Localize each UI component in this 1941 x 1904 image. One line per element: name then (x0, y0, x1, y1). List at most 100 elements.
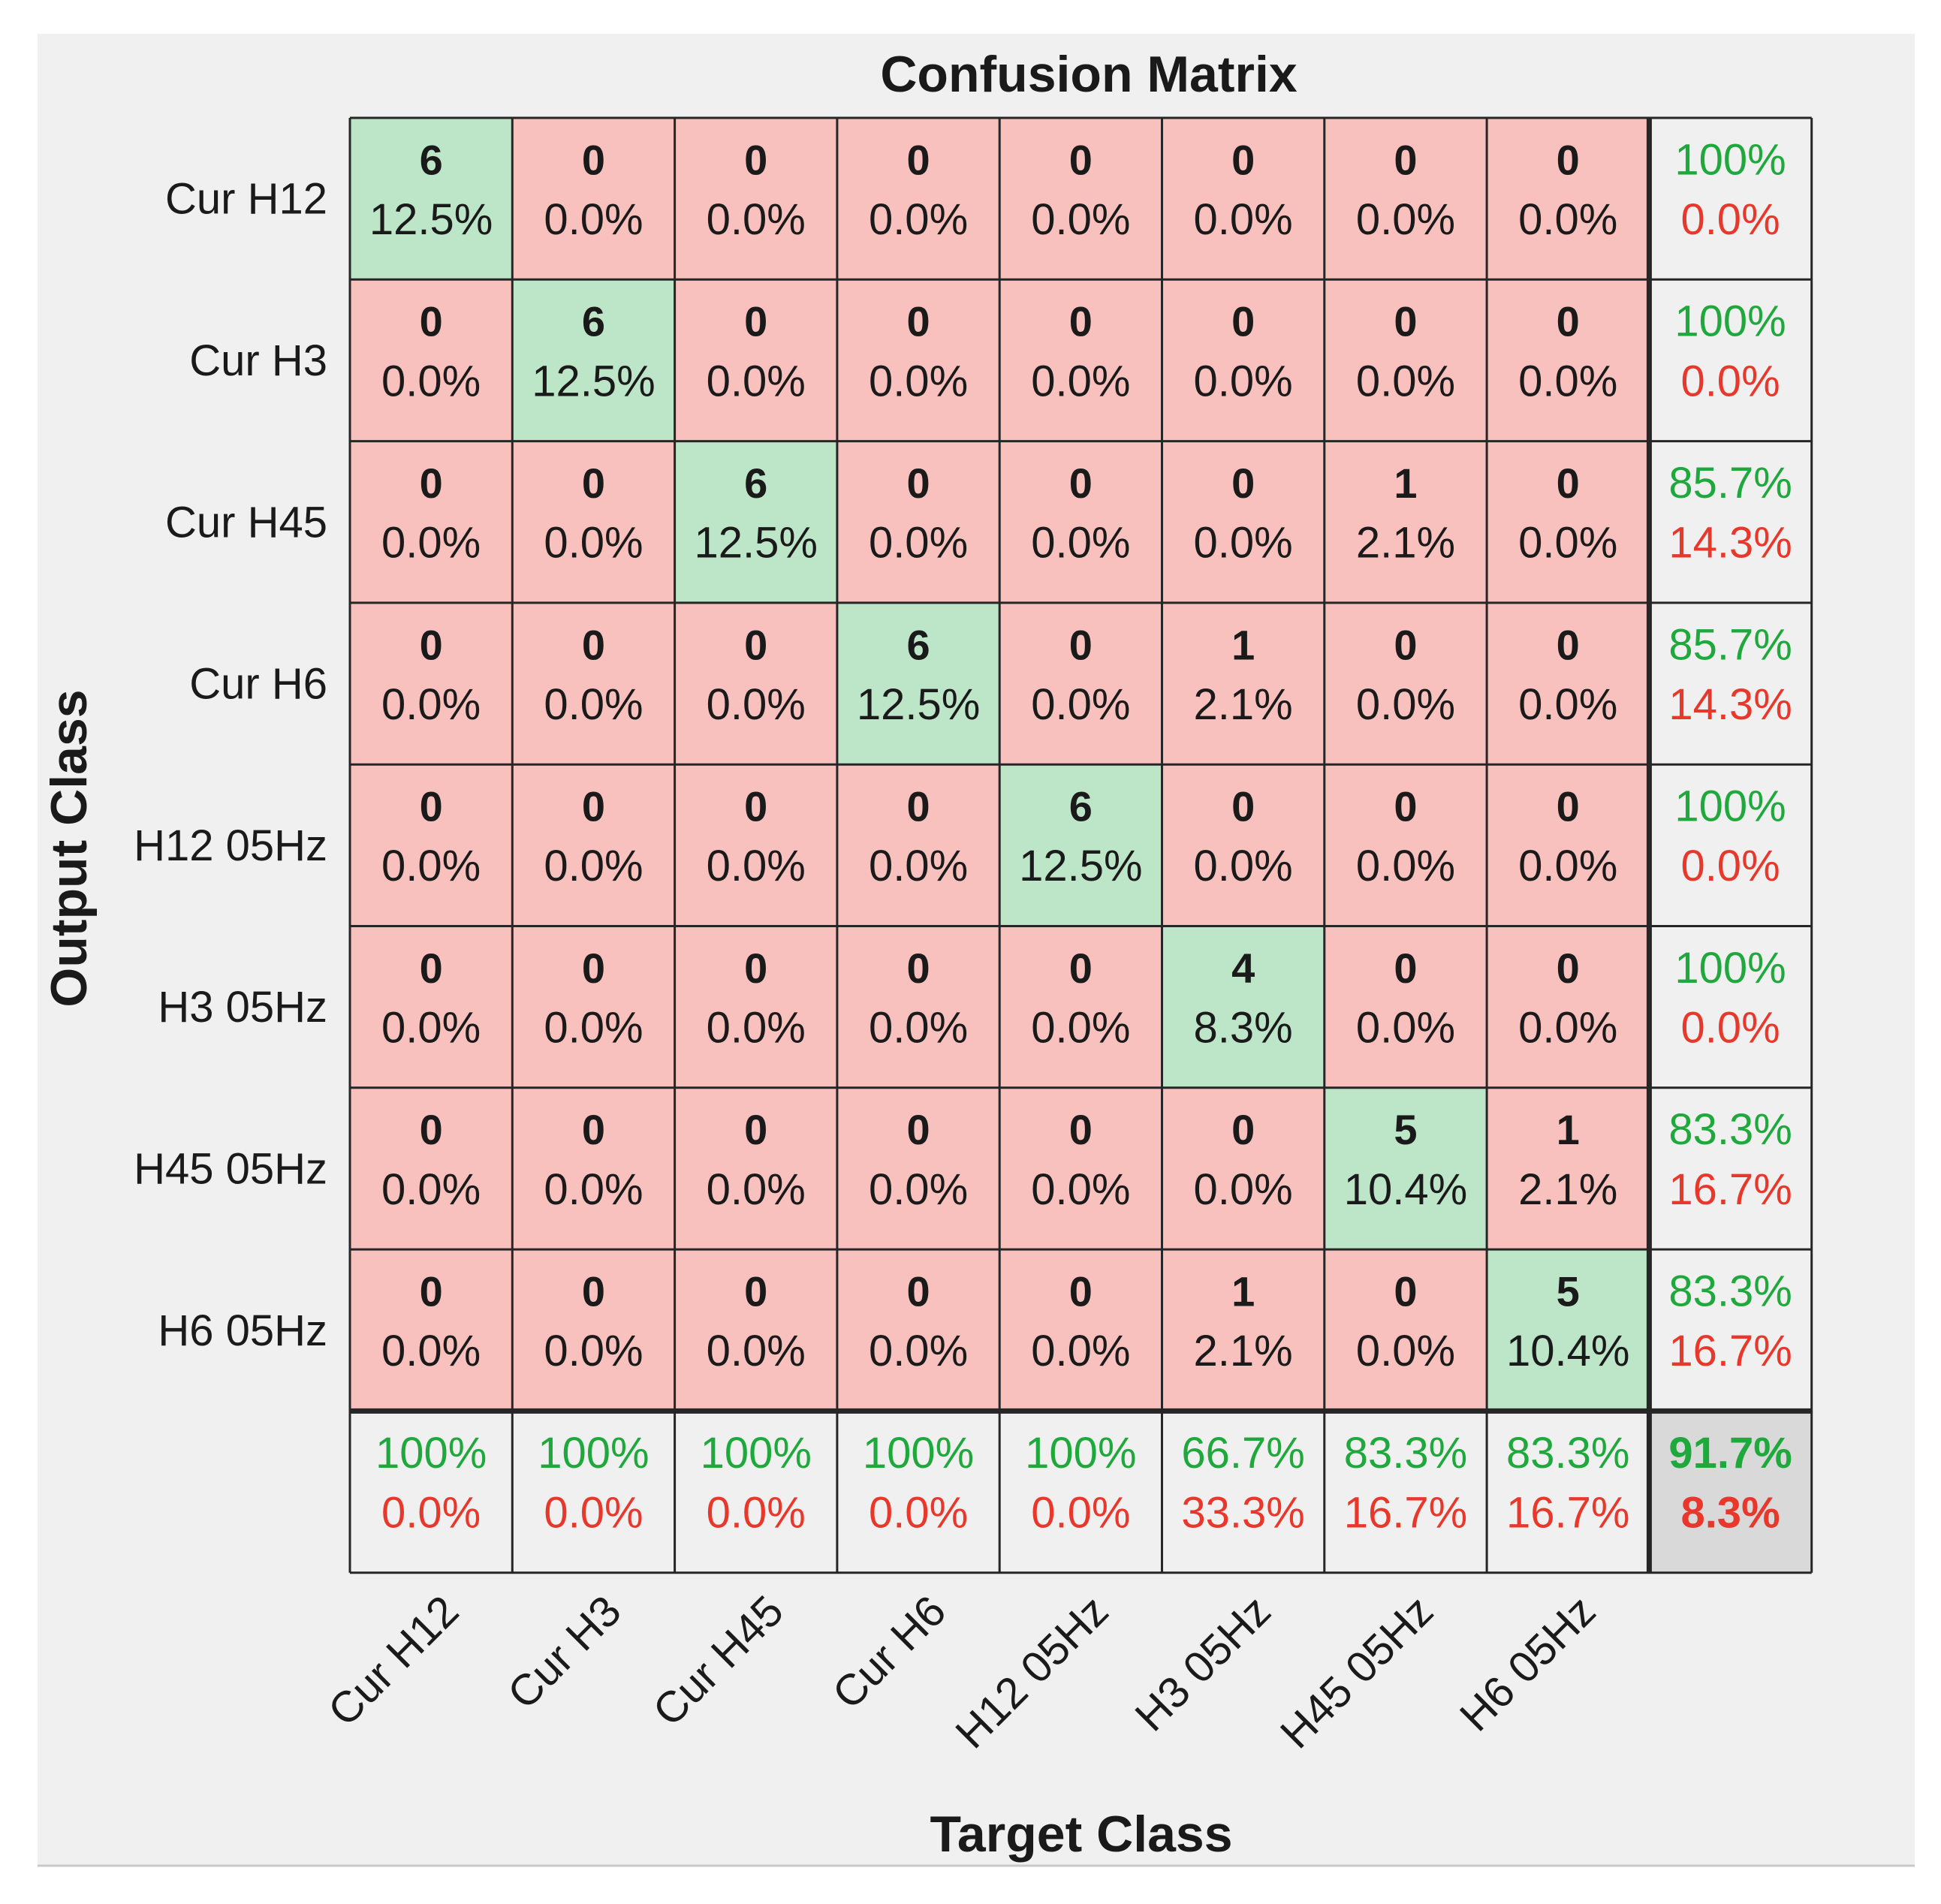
matrix-cell (350, 441, 513, 603)
cell-percent: 0.0% (544, 1165, 643, 1214)
cell-count: 0 (1231, 1106, 1255, 1153)
cell-count: 0 (1231, 136, 1255, 183)
cell-count: 0 (1394, 944, 1417, 992)
matrix-cell (999, 118, 1162, 280)
matrix-cell (512, 764, 675, 926)
col-summary-cell (836, 1411, 1000, 1573)
row-error: 0.0% (1680, 842, 1780, 890)
matrix-cell (674, 764, 837, 926)
cell-count: 0 (1069, 136, 1093, 183)
cell-count: 0 (744, 136, 767, 183)
cell-percent: 0.0% (869, 195, 968, 244)
row-error: 16.7% (1668, 1165, 1792, 1214)
matrix-cell (1487, 441, 1650, 603)
cell-count: 6 (582, 298, 605, 345)
matrix-cell (1162, 1249, 1325, 1411)
matrix-cell (674, 602, 837, 765)
cell-percent: 0.0% (381, 680, 481, 729)
cell-percent: 0.0% (381, 842, 481, 890)
row-precision: 85.7% (1668, 459, 1792, 508)
col-error: 33.3% (1181, 1488, 1304, 1537)
cell-percent: 0.0% (1518, 195, 1617, 244)
cell-percent: 0.0% (1518, 519, 1617, 568)
row-summary-cell (1649, 441, 1812, 603)
col-recall: 100% (863, 1429, 974, 1478)
matrix-cell (1487, 926, 1650, 1088)
matrix-cell (350, 1249, 513, 1411)
cell-count: 0 (744, 298, 767, 345)
cell-percent: 0.0% (1194, 842, 1293, 890)
matrix-cell (836, 279, 1000, 441)
matrix-cell (1162, 118, 1325, 280)
cell-count: 0 (744, 1267, 767, 1315)
col-error: 0.0% (707, 1488, 806, 1537)
cell-count: 0 (906, 298, 930, 345)
cell-percent: 0.0% (707, 1165, 806, 1214)
cell-percent: 12.5% (695, 519, 818, 568)
y-tick-label: H12 05Hz (134, 821, 327, 870)
cell-count: 0 (1231, 459, 1255, 507)
y-tick-label: Cur H45 (165, 498, 327, 547)
matrix-cell (999, 1087, 1162, 1250)
col-recall: 100% (701, 1429, 812, 1478)
cell-count: 0 (1069, 621, 1093, 668)
overall-accuracy: 91.7% (1668, 1429, 1792, 1478)
matrix-cell (1162, 764, 1325, 926)
cell-count: 0 (906, 459, 930, 507)
cell-count: 0 (1557, 136, 1580, 183)
col-summary-cell (674, 1411, 837, 1573)
y-tick-labels: Cur H12 Cur H3 Cur H45 Cur H6 H12 05Hz H3 05H… (134, 175, 327, 1355)
matrix-cell (836, 441, 1000, 603)
cell-percent: 0.0% (707, 842, 806, 890)
matrix-cell (1487, 764, 1650, 926)
cell-count: 6 (744, 459, 767, 507)
cell-count: 0 (1394, 136, 1417, 183)
matrix-cell (836, 926, 1000, 1088)
matrix-cell (350, 118, 513, 280)
cell-percent: 0.0% (1031, 1004, 1130, 1053)
matrix-cell (1162, 926, 1325, 1088)
cell-count: 0 (744, 944, 767, 992)
cell-percent: 0.0% (1356, 1327, 1455, 1375)
cell-percent: 0.0% (869, 1327, 968, 1375)
row-summary-cell (1649, 1087, 1812, 1250)
cell-percent: 0.0% (544, 680, 643, 729)
cell-percent: 0.0% (1518, 357, 1617, 405)
cell-count: 0 (906, 783, 930, 830)
row-error: 0.0% (1680, 1004, 1780, 1053)
cell-count: 0 (582, 1106, 605, 1153)
y-tick-label: H45 05Hz (134, 1144, 327, 1193)
cell-count: 0 (1231, 783, 1255, 830)
overall-cell (1649, 1411, 1812, 1573)
col-error: 0.0% (869, 1488, 968, 1537)
cell-percent: 0.0% (1518, 1004, 1617, 1053)
row-error: 14.3% (1668, 519, 1792, 568)
matrix-cell (674, 118, 837, 280)
cell-percent: 10.4% (1506, 1327, 1629, 1375)
col-recall: 100% (375, 1429, 487, 1478)
cell-count: 0 (1069, 298, 1093, 345)
matrix-cell (350, 1087, 513, 1250)
matrix-cell (1487, 118, 1650, 280)
cell-count: 0 (582, 459, 605, 507)
matrix-cell (999, 279, 1162, 441)
cell-percent: 0.0% (1194, 519, 1293, 568)
row-precision: 100% (1674, 135, 1786, 184)
cell-count: 0 (582, 621, 605, 668)
row-precision: 83.3% (1668, 1105, 1792, 1154)
matrix-cell (1324, 926, 1487, 1088)
matrix-cell (1324, 1249, 1487, 1411)
row-summary-cell (1649, 602, 1812, 765)
col-error: 0.0% (1031, 1488, 1130, 1537)
cell-count: 0 (1069, 1106, 1093, 1153)
matrix-cell (350, 764, 513, 926)
matrix-cell (1324, 764, 1487, 926)
cell-percent: 0.0% (1031, 680, 1130, 729)
cell-count: 1 (1231, 621, 1255, 668)
matrix-cell (350, 602, 513, 765)
y-tick-label: H3 05Hz (158, 983, 327, 1032)
cell-count: 0 (582, 783, 605, 830)
matrix-cell (674, 441, 837, 603)
cell-count: 0 (1394, 1267, 1417, 1315)
cell-percent: 0.0% (869, 842, 968, 890)
